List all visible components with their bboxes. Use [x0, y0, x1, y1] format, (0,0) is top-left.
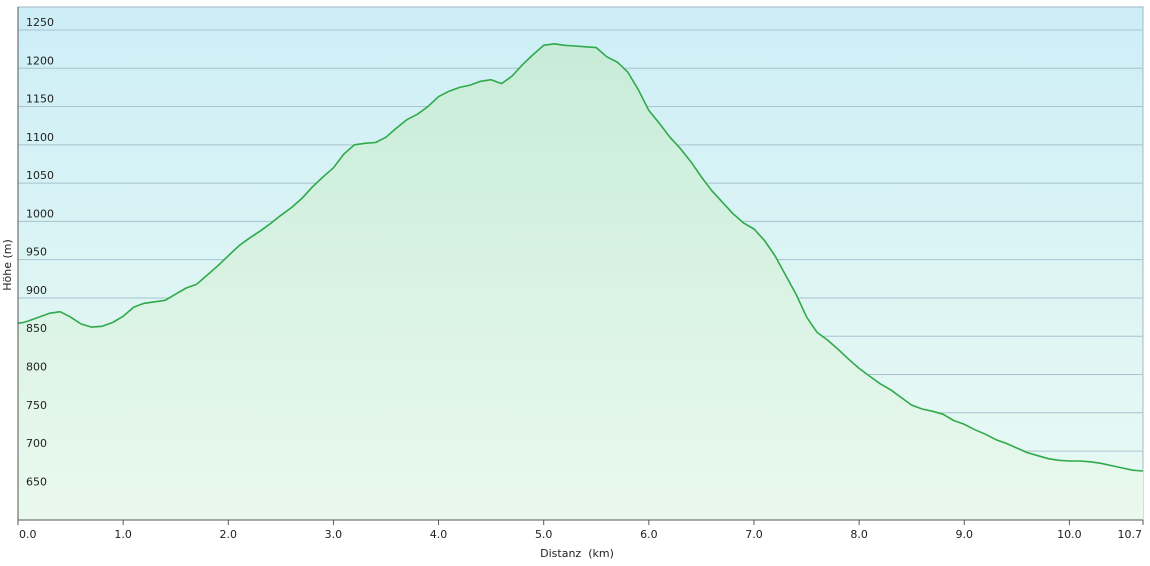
x-tick-label: 6.0 — [640, 528, 658, 541]
x-tick-label: 1.0 — [114, 528, 132, 541]
x-tick-label: 5.0 — [535, 528, 553, 541]
x-tick-label: 9.0 — [956, 528, 974, 541]
x-axis-label: Distanz (km) — [540, 547, 614, 560]
x-tick-label: 0.0 — [19, 528, 37, 541]
y-tick-label: 1050 — [26, 169, 54, 182]
x-axis-ticks: 0.0 1.0 2.0 3.0 4.0 5.0 6.0 7.0 8.0 9.0 10.0 10.7 — [17, 520, 1144, 541]
y-axis-ticks: 650 700 750 800 850 900 950 1000 1050 1100 1150 120… — [26, 16, 54, 488]
y-tick-label: 750 — [26, 399, 47, 412]
y-tick-label: 1000 — [26, 207, 54, 220]
y-tick-label: 800 — [26, 361, 47, 374]
elevation-area — [18, 43, 1143, 521]
x-tick-label: 10.0 — [1057, 528, 1082, 541]
x-tick-label: 3.0 — [325, 528, 343, 541]
y-tick-label: 1100 — [26, 131, 54, 144]
x-tick-label: 7.0 — [745, 528, 763, 541]
y-tick-label: 1150 — [26, 93, 54, 106]
x-tick-label: 4.0 — [430, 528, 448, 541]
y-tick-label: 700 — [26, 437, 47, 450]
y-axis-label: Höhe (m) — [1, 239, 14, 291]
x-tick-label: 10.7 — [1118, 528, 1143, 541]
x-tick-label: 8.0 — [850, 528, 868, 541]
y-tick-label: 1200 — [26, 54, 54, 67]
elevation-line — [17, 43, 1144, 472]
y-tick-label: 850 — [26, 322, 47, 335]
y-tick-label: 950 — [26, 246, 47, 259]
y-tick-label: 1250 — [26, 16, 54, 29]
x-tick-label: 2.0 — [220, 528, 238, 541]
y-tick-label: 650 — [26, 475, 47, 488]
y-tick-label: 900 — [26, 284, 47, 297]
